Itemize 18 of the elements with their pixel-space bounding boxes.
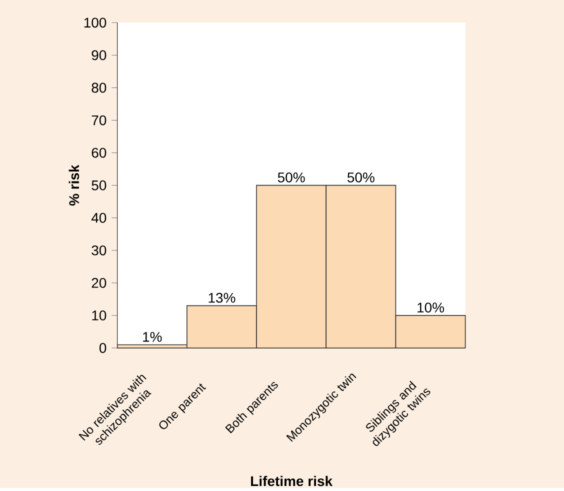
x-axis-title: Lifetime risk	[251, 476, 333, 486]
y-tick-label: 100	[84, 18, 106, 28]
y-tick-label: 70	[92, 115, 106, 126]
y-tick-label: 40	[91, 213, 106, 223]
y-tick-label: 50	[92, 180, 106, 190]
y-tick-label: 30	[92, 246, 106, 256]
data-label: 50%	[278, 172, 305, 183]
y-tick-label: 60	[92, 148, 106, 158]
y-tick-label: 20	[92, 278, 106, 288]
data-label: 1%	[143, 332, 162, 342]
data-label: 10%	[418, 302, 444, 313]
y-tick-label: 0	[99, 343, 106, 354]
y-axis-title: % risk	[68, 164, 80, 206]
y-tick-label: 80	[92, 82, 106, 93]
y-tick-label: 10	[92, 310, 106, 321]
data-label: 50%	[347, 172, 374, 183]
data-label: 13%	[208, 292, 236, 303]
y-tick-label: 90	[92, 50, 106, 60]
